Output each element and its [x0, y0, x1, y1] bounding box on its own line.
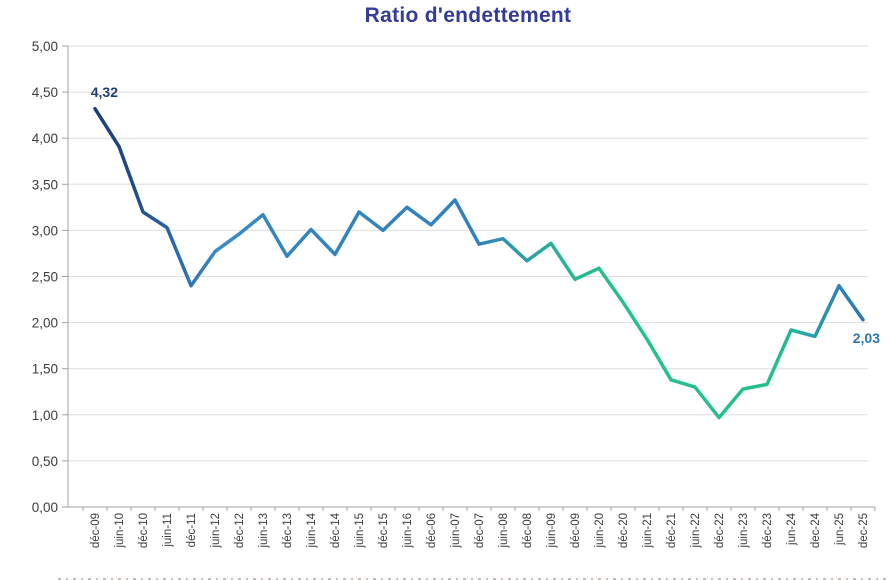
x-axis-label: déc-22: [714, 513, 726, 548]
x-axis-label: juin-10: [114, 513, 126, 549]
x-axis-label: juin-22: [690, 513, 702, 549]
x-axis-label: jun-24: [786, 512, 798, 546]
x-axis-label: juin-09: [546, 513, 558, 549]
x-axis-label: déc-11: [186, 513, 198, 547]
x-axis-label: juin-11: [162, 513, 174, 548]
y-axis-label: 0,00: [32, 500, 58, 515]
x-axis-label: juin-12: [210, 513, 222, 549]
x-axis-label: déc-23: [762, 513, 774, 548]
y-axis-label: 1,50: [32, 362, 58, 377]
x-axis-label: déc-13: [282, 513, 294, 548]
x-axis-label: déc-07: [474, 513, 486, 548]
y-axis-label: 0,50: [32, 454, 58, 469]
x-axis-label: déc-15: [378, 513, 390, 548]
x-axis-label: déc-20: [618, 513, 630, 548]
x-axis-label: dec-25: [858, 513, 870, 548]
x-axis-label: juin-14: [306, 512, 318, 548]
x-axis-label: juin-16: [402, 513, 414, 549]
x-axis-label: déc-09: [90, 513, 102, 548]
x-axis-label: déc-12: [234, 513, 246, 548]
x-axis-label: déc-10: [138, 513, 150, 548]
x-axis-label: jun-25: [834, 513, 846, 546]
x-axis-label: juin-21: [642, 513, 654, 549]
y-axis-label: 2,00: [32, 316, 58, 331]
x-axis-label: déc-21: [666, 513, 678, 548]
y-axis-label: 3,00: [32, 223, 58, 238]
x-axis-label: juin-20: [594, 513, 606, 549]
x-axis-label: juin-07: [450, 513, 462, 549]
x-axis-label: juin-08: [498, 513, 510, 549]
last-point-value-label: 2,03: [853, 330, 880, 346]
first-point-value-label: 4,32: [91, 84, 118, 100]
y-axis-label: 2,50: [32, 270, 58, 285]
y-axis-label: 5,00: [32, 39, 58, 54]
y-axis-label: 4,50: [32, 85, 58, 100]
x-axis-label: déc-08: [522, 513, 534, 548]
debt-ratio-line: [93, 106, 865, 420]
x-axis-label: déc-14: [330, 512, 342, 548]
x-axis-label: dec-24: [810, 512, 822, 548]
x-axis-label: juin-15: [354, 513, 366, 549]
y-axis-label: 1,00: [32, 408, 58, 423]
x-axis-label: juin-13: [258, 513, 270, 549]
x-axis-label: déc-06: [426, 513, 438, 548]
clipped-content-strip: [58, 578, 891, 580]
y-axis-label: 3,50: [32, 177, 58, 192]
x-axis-label: déc-09: [570, 513, 582, 548]
x-axis-label: juin-23: [738, 513, 750, 549]
chart-title: Ratio d'endettement: [364, 4, 572, 27]
y-axis-label: 4,00: [32, 131, 58, 146]
